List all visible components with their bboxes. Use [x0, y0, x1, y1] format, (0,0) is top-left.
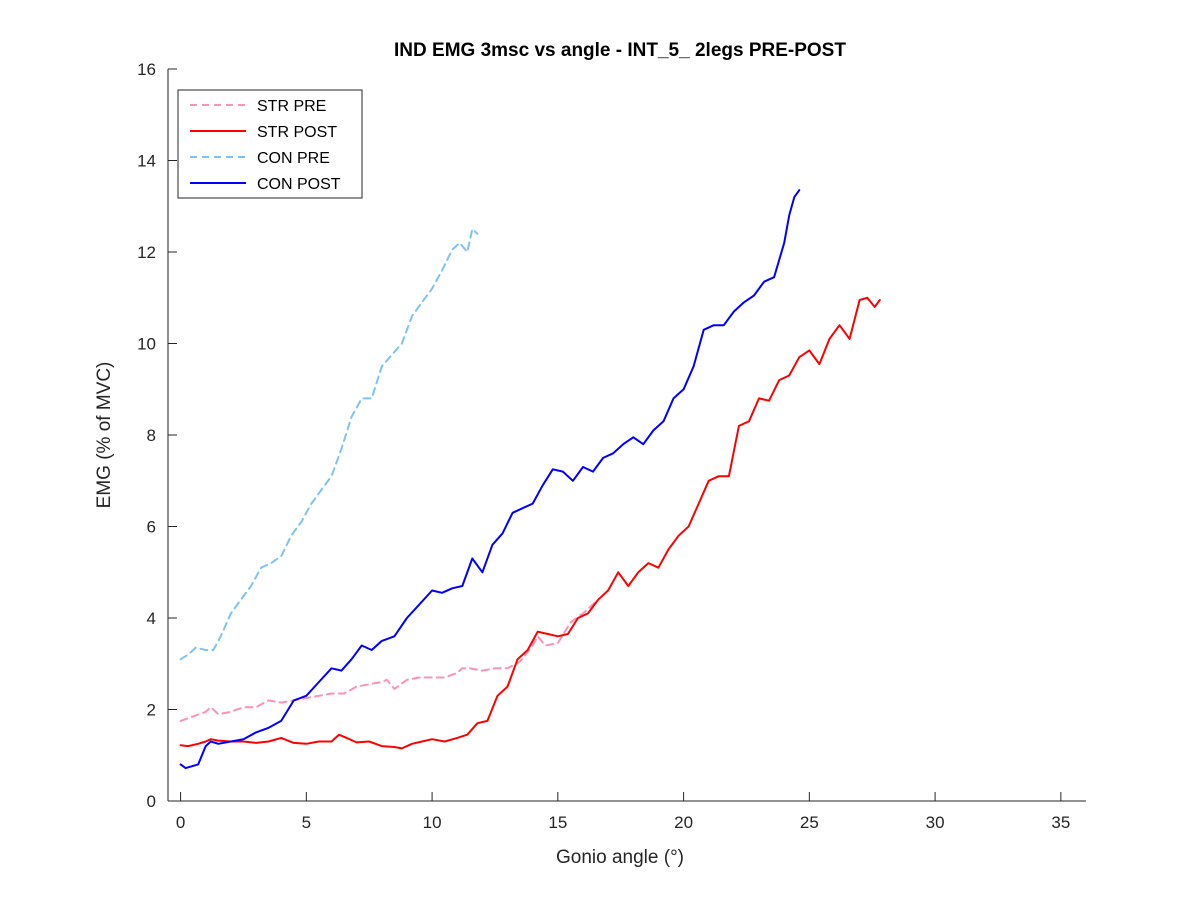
x-tick-label: 35	[1051, 813, 1070, 832]
y-tick-label: 16	[137, 60, 156, 79]
x-tick-label: 25	[800, 813, 819, 832]
series-line-str-post	[179, 296, 881, 750]
series-line-con-pre	[179, 228, 479, 661]
legend: STR PRE STR POST CON PRE CON POST	[177, 89, 363, 199]
y-tick-label: 2	[147, 701, 156, 720]
series-line-con-post	[179, 189, 801, 770]
series-layer	[179, 189, 881, 770]
legend-box	[177, 89, 363, 199]
y-axis-label: EMG (% of MVC)	[94, 362, 115, 509]
chart-title: IND EMG 3msc vs angle - INT_5_ 2legs PRE…	[394, 40, 846, 61]
x-tick-label: 0	[176, 813, 185, 832]
y-tick-label: 0	[147, 792, 156, 811]
y-tick-label: 4	[147, 609, 156, 628]
legend-label-con-post: CON POST	[257, 176, 341, 193]
x-axis-label: Gonio angle (°)	[556, 847, 684, 868]
y-tick-label: 6	[147, 518, 156, 537]
x-tick-label: 20	[674, 813, 693, 832]
legend-label-str-pre: STR PRE	[257, 98, 326, 115]
legend-label-str-post: STR POST	[257, 124, 337, 141]
x-tick-label: 15	[548, 813, 567, 832]
x-axis-ticks: 0 5 10 15 20 25 30 35	[176, 792, 1070, 832]
y-tick-label: 12	[137, 243, 156, 262]
legend-label-con-pre: CON PRE	[257, 150, 330, 167]
y-tick-label: 10	[137, 335, 156, 354]
x-tick-label: 10	[423, 813, 442, 832]
x-tick-label: 30	[926, 813, 945, 832]
x-tick-label: 5	[302, 813, 311, 832]
y-tick-label: 14	[137, 152, 156, 171]
y-axis-ticks: 0 2 4 6 8 10 12 14 16	[137, 60, 177, 811]
legend-entries: STR PRE STR POST CON PRE CON POST	[190, 98, 341, 193]
series-line-str-pre	[179, 601, 597, 722]
plot-area: 0 5 10 15 20 25 30 35 0 2 4 6 8 10 12 14 16	[137, 60, 1086, 832]
y-tick-label: 8	[147, 426, 156, 445]
